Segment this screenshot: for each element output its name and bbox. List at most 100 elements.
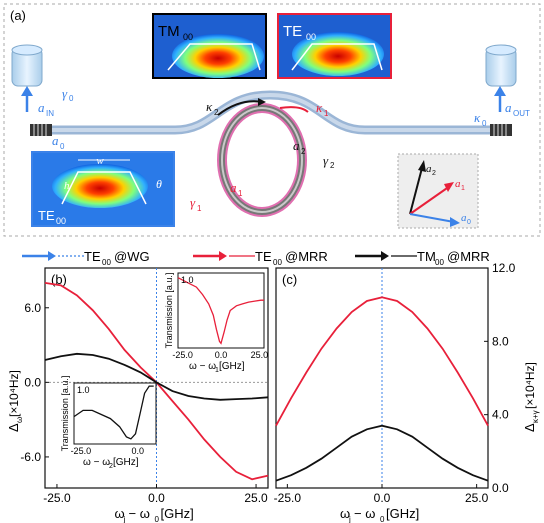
legend-mode-sub: 00	[102, 258, 111, 267]
gamma1-label: γ	[190, 195, 196, 210]
y-axis-label-sub: κ+γ	[531, 410, 540, 423]
inset-x-tick-label: -25.0	[172, 350, 193, 360]
te-mode-label: TE	[283, 23, 302, 40]
wg-mode-sub: 00	[56, 216, 66, 226]
y-tick-label: 0.0	[492, 481, 509, 495]
kappa0-sub: 0	[482, 119, 487, 128]
y-axis-label: Δ	[522, 423, 537, 432]
x-axis-label: ω	[340, 506, 350, 521]
inset-x-tick-label: 0.0	[215, 350, 228, 360]
kappa1-label: κ	[316, 100, 323, 115]
vec-a0-sub: 0	[467, 219, 471, 226]
wg-mode-label: TE	[38, 208, 55, 223]
y-tick-label: 12.0	[492, 261, 516, 275]
legend-suffix: @WG	[114, 249, 150, 264]
inset-series-line	[73, 385, 154, 440]
inset-y-label: Transmission [a.u.]	[164, 273, 174, 349]
inset-x-tick-label: -25.0	[71, 446, 92, 456]
inset-y-label: Transmission [a.u.]	[60, 376, 70, 452]
kappa2-label: κ	[206, 99, 213, 114]
x-tick-label: 0.0	[148, 491, 165, 505]
x-tick-label: 25.0	[244, 491, 268, 505]
gamma2-sub: 2	[330, 161, 335, 170]
x-axis-label-sub: j	[348, 515, 351, 523]
legend-suffix: @MRR	[285, 249, 328, 264]
inset-frame	[73, 382, 157, 445]
a-out-label: a	[505, 100, 512, 115]
series-line	[275, 424, 489, 482]
y-axis-label-group: Δκ+γ[×10⁴Hz]	[522, 362, 540, 432]
fiber-lens-output	[485, 44, 517, 87]
x-axis-label-sub0: 0	[155, 515, 160, 523]
vector-diagram: a 2 a 1 a 0	[397, 153, 479, 229]
vec-a1-label: a	[455, 178, 461, 190]
y-axis-label-unit: [×10⁴Hz]	[7, 370, 21, 417]
a1-label: a	[230, 180, 237, 195]
y-tick-label: 6.0	[24, 301, 41, 315]
x-axis-label-sub0: 0	[380, 515, 385, 523]
wg-height-label: h	[64, 180, 70, 192]
x-tick-label: -25.0	[274, 491, 302, 505]
legend-mode: TE	[255, 249, 272, 264]
inset-x-label-sub: 2	[109, 463, 113, 470]
y-axis-label: Δ	[6, 423, 21, 432]
inset-y-tick-label: 1.0	[181, 275, 194, 285]
inset-x-label-unit: [GHz]	[113, 457, 139, 468]
inset-x-label-unit: [GHz]	[219, 361, 245, 372]
y-tick-label: 8.0	[492, 334, 509, 348]
legend-arrow-head	[48, 251, 56, 261]
x-axis-label-mid: − ω	[129, 506, 150, 521]
wg-angle-label: θ	[156, 177, 162, 191]
tm-mode-sub: 00	[183, 32, 193, 42]
y-tick-label: 0.0	[24, 375, 41, 389]
tm-mode-image: TM 00	[152, 13, 267, 79]
kappa0-label: κ	[474, 110, 481, 125]
coupling-symbols: κ 2 a 2 γ 2	[206, 98, 335, 170]
gamma1-sub: 1	[197, 204, 202, 213]
a2-sub: 2	[301, 147, 306, 156]
x-axis-label-mid: − ω	[354, 506, 375, 521]
legend-mode-sub: 00	[435, 258, 444, 267]
kappa1-sub: 1	[324, 109, 329, 118]
x-axis-label-sub: j	[123, 515, 126, 523]
legend-suffix: @MRR	[447, 249, 490, 264]
vec-a2-label: a	[426, 163, 432, 175]
input-symbols: a IN γ 0 a 0 κ 0 a OUT	[21, 86, 530, 151]
ring-symbols: κ 1 a 1 γ 1	[190, 100, 329, 213]
inset-y-tick-label: 1.0	[77, 385, 90, 395]
grating-left	[30, 124, 52, 136]
a2-label: a	[293, 138, 300, 153]
legend-mode: TE	[84, 249, 101, 264]
gamma0-sub: 0	[69, 94, 74, 103]
inset-x-label: ω − ω	[83, 457, 110, 468]
legend-mode: TM	[417, 249, 436, 264]
wg-width-label: w	[96, 155, 104, 167]
te-mode-sub: 00	[306, 32, 316, 42]
panel-a-label: (a)	[10, 8, 26, 23]
wg-mode-image: w h θ TE 00	[31, 151, 175, 227]
a-in-sub: IN	[46, 109, 54, 118]
fiber-lens-input	[11, 44, 43, 87]
te-mode-image: TE 00	[277, 13, 392, 79]
legend: TE 00 @WG TE 00 @MRR TM 00 @MRR	[22, 249, 490, 267]
tm-mode-label: TM	[158, 23, 180, 40]
a0-sub: 0	[60, 142, 65, 151]
inset-series-line	[177, 277, 264, 345]
y-axis-label-sub: ω	[15, 417, 24, 423]
x-axis-label-unit: [GHz]	[386, 506, 419, 521]
y-axis-label-group: Δω[×10⁴Hz]	[6, 370, 24, 432]
y-axis-label-unit: [×10⁴Hz]	[523, 362, 537, 409]
inset-x-label-sub: 1	[215, 367, 219, 374]
vec-a1-sub: 1	[461, 185, 465, 192]
a-in-label: a	[38, 100, 45, 115]
x-tick-label: 0.0	[374, 491, 391, 505]
chart-panel-label: (b)	[51, 272, 67, 287]
grating-right	[490, 124, 512, 136]
a-out-sub: OUT	[513, 109, 530, 118]
legend-arrow-head	[381, 251, 389, 261]
y-tick-label: 4.0	[492, 408, 509, 422]
inset-x-tick-label: 25.0	[251, 350, 269, 360]
